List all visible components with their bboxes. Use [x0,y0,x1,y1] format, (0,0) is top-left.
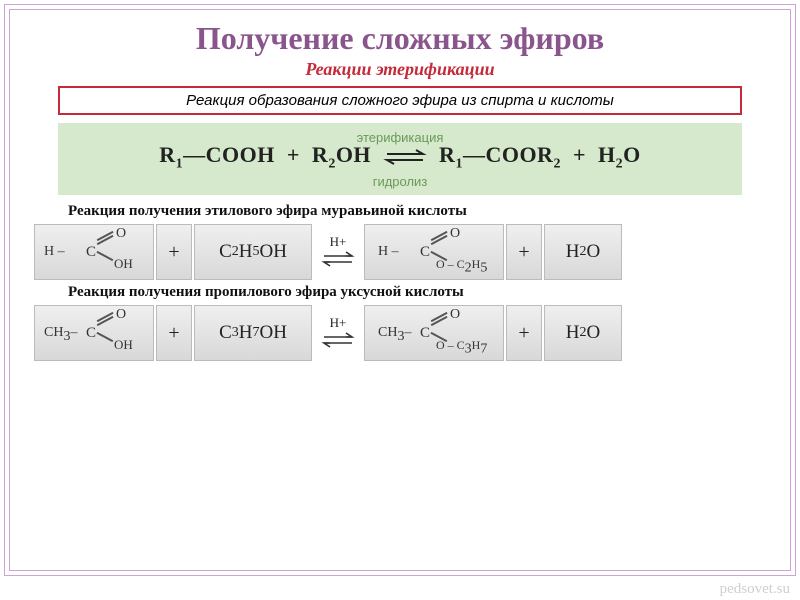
reaction-arrow: H+ [314,305,362,361]
eq-formula: R1—COOH + R2OH R1—COOR2 + H2O [68,142,732,172]
outer-frame: Получение сложных эфиров Реакции этерифи… [4,4,796,576]
ester-structure: CH3– C O O – C3H7 [364,305,504,361]
ester-structure: H – C O O – C2H5 [364,224,504,280]
reaction-row: H – C O OH + C2H5OH H+ H – C [34,224,766,280]
inner-frame: Получение сложных эфиров Реакции этерифи… [9,9,791,571]
definition-box: Реакция образования сложного эфира из сп… [58,86,742,115]
reaction-heading: Реакция получения этилового эфира муравь… [68,203,772,220]
equilibrium-arrow-icon [321,329,355,351]
page-subtitle: Реакции этерификации [28,59,772,80]
general-equation: этерификация R1—COOH + R2OH R1—COOR2 + H… [58,123,742,195]
eq-label-reverse: гидролиз [68,174,732,189]
byproduct: H2O [544,305,622,361]
plus-sign: + [506,224,542,280]
plus-sign: + [156,224,192,280]
plus-sign: + [156,305,192,361]
reaction-heading: Реакция получения пропилового эфира уксу… [68,284,772,301]
watermark: pedsovet.su [720,581,790,598]
equilibrium-arrow-icon [383,147,427,167]
acid-structure: CH3– C O OH [34,305,154,361]
acid-structure: H – C O OH [34,224,154,280]
byproduct: H2O [544,224,622,280]
plus-sign: + [506,305,542,361]
alcohol-formula: C2H5OH [194,224,312,280]
equilibrium-arrow-icon [321,248,355,270]
page-title: Получение сложных эфиров [28,20,772,57]
reaction-row: CH3– C O OH + C3H7OH H+ CH3– C [34,305,766,361]
reaction-arrow: H+ [314,224,362,280]
alcohol-formula: C3H7OH [194,305,312,361]
